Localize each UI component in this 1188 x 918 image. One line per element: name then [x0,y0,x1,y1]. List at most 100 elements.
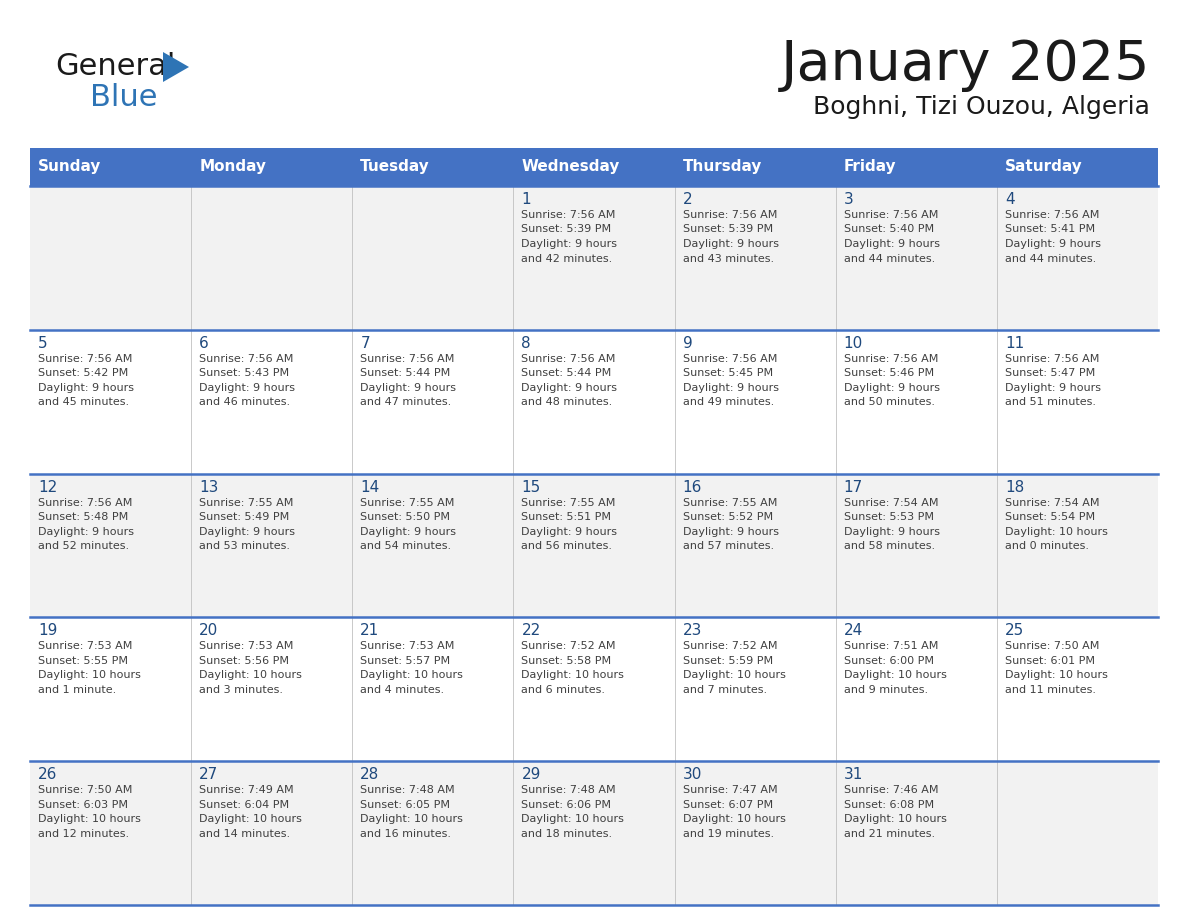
Bar [353,330,513,474]
Text: Daylight: 10 hours: Daylight: 10 hours [683,814,785,824]
Text: and 51 minutes.: and 51 minutes. [1005,397,1095,408]
Bar [353,148,513,186]
Bar [191,148,353,186]
Text: Sunrise: 7:56 AM: Sunrise: 7:56 AM [522,210,615,220]
Text: Boghni, Tizi Ouzou, Algeria: Boghni, Tizi Ouzou, Algeria [813,95,1150,119]
Bar [30,474,191,618]
Text: Sunset: 5:47 PM: Sunset: 5:47 PM [1005,368,1095,378]
Bar [513,148,675,186]
Bar [675,148,835,186]
Text: Sunrise: 7:56 AM: Sunrise: 7:56 AM [843,353,939,364]
Text: and 6 minutes.: and 6 minutes. [522,685,606,695]
Text: Sunrise: 7:56 AM: Sunrise: 7:56 AM [683,353,777,364]
Bar [191,618,353,761]
Bar [191,474,353,618]
Text: Daylight: 9 hours: Daylight: 9 hours [38,527,134,537]
Text: Sunset: 5:46 PM: Sunset: 5:46 PM [843,368,934,378]
Text: and 47 minutes.: and 47 minutes. [360,397,451,408]
Text: Sunrise: 7:56 AM: Sunrise: 7:56 AM [200,353,293,364]
Text: and 48 minutes.: and 48 minutes. [522,397,613,408]
Text: Sunset: 6:06 PM: Sunset: 6:06 PM [522,800,612,810]
Text: Daylight: 10 hours: Daylight: 10 hours [843,814,947,824]
Text: Daylight: 10 hours: Daylight: 10 hours [1005,527,1107,537]
Text: Sunset: 6:00 PM: Sunset: 6:00 PM [843,655,934,666]
Text: Daylight: 9 hours: Daylight: 9 hours [683,239,778,249]
Text: General: General [55,52,176,81]
Text: 1: 1 [522,192,531,207]
Text: and 58 minutes.: and 58 minutes. [843,541,935,551]
Bar [353,186,513,330]
Text: and 9 minutes.: and 9 minutes. [843,685,928,695]
Text: Sunset: 5:51 PM: Sunset: 5:51 PM [522,512,612,522]
Text: Sunset: 6:04 PM: Sunset: 6:04 PM [200,800,289,810]
Text: Wednesday: Wednesday [522,160,620,174]
Bar [30,761,191,905]
Text: Sunset: 5:40 PM: Sunset: 5:40 PM [843,225,934,234]
Text: Daylight: 10 hours: Daylight: 10 hours [200,814,302,824]
Text: 10: 10 [843,336,862,351]
Text: Sunrise: 7:55 AM: Sunrise: 7:55 AM [683,498,777,508]
Text: Sunset: 6:01 PM: Sunset: 6:01 PM [1005,655,1095,666]
Text: Daylight: 9 hours: Daylight: 9 hours [360,383,456,393]
Text: and 54 minutes.: and 54 minutes. [360,541,451,551]
Text: Sunset: 5:53 PM: Sunset: 5:53 PM [843,512,934,522]
Text: 18: 18 [1005,479,1024,495]
Text: Sunset: 5:44 PM: Sunset: 5:44 PM [522,368,612,378]
Text: and 42 minutes.: and 42 minutes. [522,253,613,263]
Text: 16: 16 [683,479,702,495]
Text: Friday: Friday [843,160,896,174]
Text: Saturday: Saturday [1005,160,1082,174]
Text: Monday: Monday [200,160,266,174]
Text: Daylight: 9 hours: Daylight: 9 hours [360,527,456,537]
Text: 27: 27 [200,767,219,782]
Text: and 18 minutes.: and 18 minutes. [522,829,613,839]
Text: Daylight: 10 hours: Daylight: 10 hours [200,670,302,680]
Text: Sunset: 5:39 PM: Sunset: 5:39 PM [683,225,772,234]
Text: and 44 minutes.: and 44 minutes. [1005,253,1097,263]
Text: and 52 minutes.: and 52 minutes. [38,541,129,551]
Text: Daylight: 10 hours: Daylight: 10 hours [360,814,463,824]
Polygon shape [163,52,189,82]
Text: Sunrise: 7:48 AM: Sunrise: 7:48 AM [360,785,455,795]
Text: and 16 minutes.: and 16 minutes. [360,829,451,839]
Text: 4: 4 [1005,192,1015,207]
Text: Daylight: 9 hours: Daylight: 9 hours [200,527,295,537]
Text: Daylight: 9 hours: Daylight: 9 hours [843,527,940,537]
Text: Sunset: 5:50 PM: Sunset: 5:50 PM [360,512,450,522]
Bar [675,474,835,618]
Text: Daylight: 9 hours: Daylight: 9 hours [38,383,134,393]
Text: Sunset: 5:45 PM: Sunset: 5:45 PM [683,368,772,378]
Bar [835,761,997,905]
Text: 24: 24 [843,623,862,638]
Text: and 49 minutes.: and 49 minutes. [683,397,773,408]
Text: Thursday: Thursday [683,160,762,174]
Text: 31: 31 [843,767,864,782]
Text: Sunset: 6:05 PM: Sunset: 6:05 PM [360,800,450,810]
Bar [191,186,353,330]
Text: and 11 minutes.: and 11 minutes. [1005,685,1095,695]
Text: Sunrise: 7:56 AM: Sunrise: 7:56 AM [1005,353,1099,364]
Bar [675,330,835,474]
Text: Sunset: 5:59 PM: Sunset: 5:59 PM [683,655,772,666]
Text: 23: 23 [683,623,702,638]
Bar [513,761,675,905]
Text: Daylight: 10 hours: Daylight: 10 hours [843,670,947,680]
Bar [353,761,513,905]
Text: Sunrise: 7:47 AM: Sunrise: 7:47 AM [683,785,777,795]
Text: Sunrise: 7:56 AM: Sunrise: 7:56 AM [522,353,615,364]
Bar [30,330,191,474]
Text: Daylight: 9 hours: Daylight: 9 hours [522,239,618,249]
Text: and 57 minutes.: and 57 minutes. [683,541,773,551]
Text: Sunrise: 7:48 AM: Sunrise: 7:48 AM [522,785,617,795]
Text: Sunrise: 7:52 AM: Sunrise: 7:52 AM [522,642,615,652]
Text: January 2025: January 2025 [781,38,1150,92]
Bar [675,761,835,905]
Text: Sunrise: 7:56 AM: Sunrise: 7:56 AM [1005,210,1099,220]
Text: 25: 25 [1005,623,1024,638]
Text: Sunrise: 7:50 AM: Sunrise: 7:50 AM [38,785,132,795]
Text: Sunrise: 7:53 AM: Sunrise: 7:53 AM [360,642,455,652]
Text: 14: 14 [360,479,379,495]
Text: Daylight: 9 hours: Daylight: 9 hours [1005,239,1101,249]
Text: Sunset: 6:08 PM: Sunset: 6:08 PM [843,800,934,810]
Bar [353,618,513,761]
